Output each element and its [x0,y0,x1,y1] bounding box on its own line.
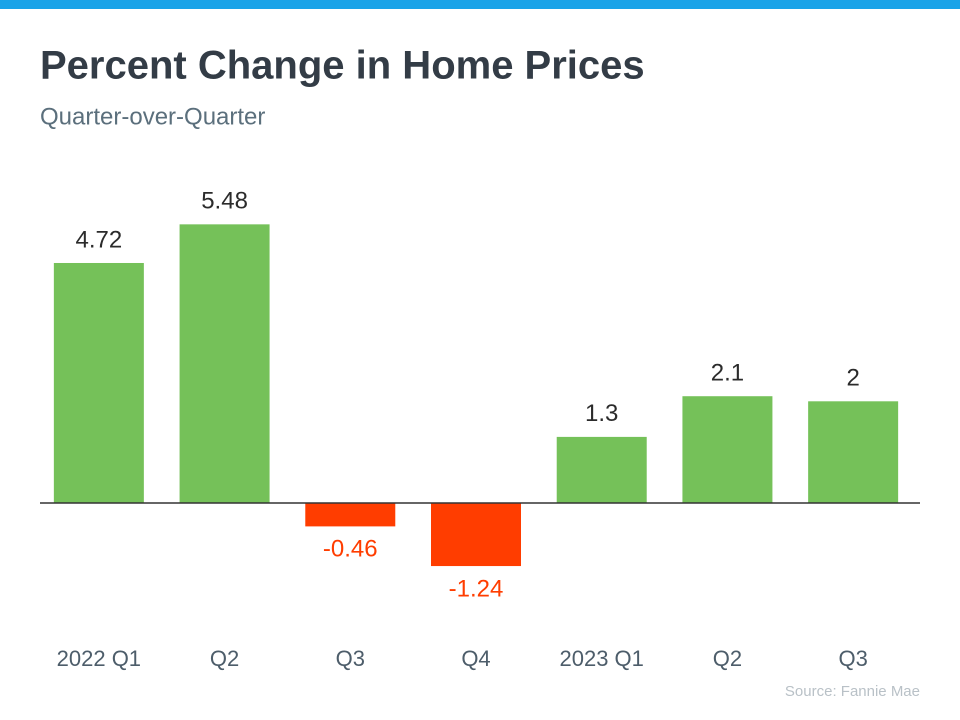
bar [179,224,270,504]
value-label: -0.46 [323,536,378,563]
chart-subtitle: Quarter-over-Quarter [40,103,265,130]
value-label: -1.24 [449,575,504,602]
value-label: 5.48 [201,188,248,215]
x-tick-label: Q4 [461,646,490,671]
value-label: 1.3 [585,400,618,427]
x-tick-label: Q3 [336,646,365,671]
chart-title: Percent Change in Home Prices [40,44,645,88]
value-label: 4.72 [75,226,122,253]
value-label: 2.1 [711,360,744,387]
bar [431,503,521,567]
x-tick-label: 2023 Q1 [560,646,644,671]
x-tick-label: Q2 [210,646,239,671]
source-note: Source: Fannie Mae [785,683,920,700]
x-tick-label: Q3 [838,646,867,671]
x-tick-label: 2022 Q1 [57,646,141,671]
x-tick-label: Q2 [713,646,742,671]
bar [305,503,396,527]
bar [808,401,899,503]
bar [53,262,144,503]
value-label: 2 [846,365,859,392]
top-stripe [0,0,960,9]
bar [556,436,647,503]
bar [682,396,773,503]
